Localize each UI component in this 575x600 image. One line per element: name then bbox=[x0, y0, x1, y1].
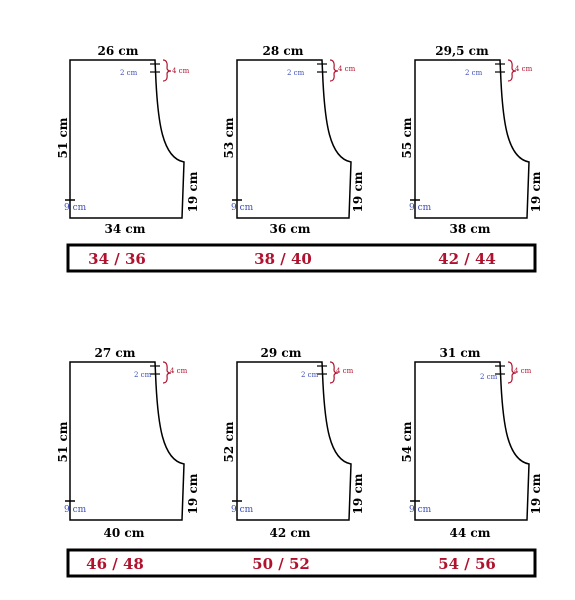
pattern-outline bbox=[414, 59, 530, 219]
size-bar bbox=[66, 243, 537, 273]
inseam-label: 19 cm bbox=[529, 171, 543, 212]
height-label: 51 cm bbox=[56, 421, 70, 462]
size-label: 50 / 52 bbox=[252, 555, 310, 573]
hip-mark-label: 9 cm bbox=[409, 505, 432, 515]
size-label: 54 / 56 bbox=[438, 555, 496, 573]
pattern-outline bbox=[69, 59, 185, 219]
pattern-piece-1 bbox=[65, 59, 185, 219]
hip-mark-label: 9 cm bbox=[64, 203, 87, 213]
pattern-outline bbox=[414, 361, 530, 521]
rise-offset-label: 4 cm bbox=[514, 367, 532, 375]
size-label: 46 / 48 bbox=[86, 555, 144, 573]
inseam-label: 19 cm bbox=[186, 171, 200, 212]
bottom-width-label: 36 cm bbox=[270, 222, 311, 236]
bottom-width-label: 40 cm bbox=[104, 526, 145, 540]
top-width-label: 29 cm bbox=[261, 346, 302, 360]
pattern-outline bbox=[69, 361, 185, 521]
rise-brace bbox=[162, 59, 172, 82]
inseam-label: 19 cm bbox=[186, 473, 200, 514]
rise-small-label: 2 cm bbox=[301, 371, 319, 379]
size-label: 42 / 44 bbox=[438, 250, 496, 268]
rise-offset-label: 4 cm bbox=[338, 65, 356, 73]
hip-mark-label: 9 cm bbox=[231, 505, 254, 515]
height-label: 51 cm bbox=[56, 117, 70, 158]
rise-brace bbox=[329, 59, 339, 82]
top-width-label: 31 cm bbox=[440, 346, 481, 360]
top-width-label: 29,5 cm bbox=[435, 44, 489, 58]
rise-brace bbox=[507, 59, 517, 82]
hip-mark-label: 9 cm bbox=[231, 203, 254, 213]
size-label: 34 / 36 bbox=[88, 250, 146, 268]
rise-small-label: 2 cm bbox=[134, 371, 152, 379]
size-bar bbox=[66, 548, 537, 578]
rise-brace bbox=[507, 361, 517, 384]
pattern-piece-6 bbox=[410, 361, 530, 521]
size-label: 38 / 40 bbox=[254, 250, 312, 268]
rise-small-label: 2 cm bbox=[287, 69, 305, 77]
inseam-label: 19 cm bbox=[529, 473, 543, 514]
inseam-label: 19 cm bbox=[351, 473, 365, 514]
bottom-width-label: 38 cm bbox=[450, 222, 491, 236]
height-label: 55 cm bbox=[400, 117, 414, 158]
rise-offset-label: 4 cm bbox=[515, 65, 533, 73]
pattern-piece-5 bbox=[232, 361, 352, 521]
rise-offset-label: 4 cm bbox=[170, 367, 188, 375]
rise-small-label: 2 cm bbox=[465, 69, 483, 77]
hip-mark-label: 9 cm bbox=[64, 505, 87, 515]
bottom-width-label: 44 cm bbox=[450, 526, 491, 540]
pattern-outline bbox=[236, 59, 352, 219]
height-label: 54 cm bbox=[400, 421, 414, 462]
bottom-width-label: 42 cm bbox=[270, 526, 311, 540]
hip-mark-label: 9 cm bbox=[409, 203, 432, 213]
rise-small-label: 2 cm bbox=[480, 373, 498, 381]
rise-offset-label: 4 cm bbox=[172, 67, 190, 75]
top-width-label: 26 cm bbox=[98, 44, 139, 58]
rise-brace bbox=[162, 361, 172, 384]
rise-small-label: 2 cm bbox=[120, 69, 138, 77]
height-label: 53 cm bbox=[222, 117, 236, 158]
bottom-width-label: 34 cm bbox=[105, 222, 146, 236]
pattern-piece-3 bbox=[410, 59, 530, 219]
height-label: 52 cm bbox=[222, 421, 236, 462]
top-width-label: 28 cm bbox=[263, 44, 304, 58]
inseam-label: 19 cm bbox=[351, 171, 365, 212]
top-width-label: 27 cm bbox=[95, 346, 136, 360]
rise-offset-label: 4 cm bbox=[336, 367, 354, 375]
pattern-piece-2 bbox=[232, 59, 352, 219]
pattern-outline bbox=[236, 361, 352, 521]
rise-brace bbox=[329, 361, 339, 384]
pattern-piece-4 bbox=[65, 361, 185, 521]
